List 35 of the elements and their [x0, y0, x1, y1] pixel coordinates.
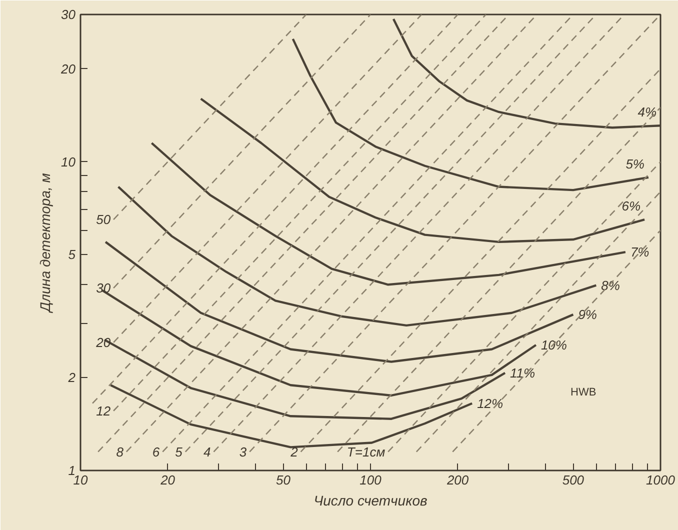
series-label: 50: [96, 212, 112, 228]
annotation: HWB: [570, 386, 596, 398]
y-tick-label: 30: [61, 7, 76, 22]
x-axis-title: Число счетчиков: [314, 492, 428, 508]
series-label: 9%: [578, 307, 597, 322]
series-label: 12%: [477, 396, 504, 411]
y-tick-label: 2: [67, 370, 76, 386]
x-tick-label: 50: [276, 472, 292, 488]
y-tick-label: 1: [68, 463, 76, 478]
series-label: 7%: [630, 244, 650, 260]
x-tick-label: 1000: [646, 472, 676, 488]
series-label: 4: [203, 444, 211, 460]
series-label: 12: [96, 403, 112, 418]
x-tick-label: 100: [360, 472, 382, 488]
series-label: 2: [290, 444, 299, 460]
y-tick-label: 5: [68, 247, 76, 262]
x-tick-label: 200: [446, 472, 470, 488]
series-label: 5: [175, 444, 184, 460]
y-tick-label: 20: [60, 61, 76, 76]
series-label: 10%: [540, 338, 567, 352]
y-tick-label: 10: [61, 154, 76, 170]
series-label: 30: [96, 280, 112, 296]
series-label: 4%: [638, 104, 657, 120]
series-label: 3: [239, 444, 248, 460]
x-tick-label: 500: [562, 472, 585, 488]
series-label: 5%: [626, 156, 644, 172]
series-label: 6: [152, 444, 160, 460]
y-axis-title: Длина детектора, м: [37, 172, 54, 314]
series-label: 11%: [510, 365, 536, 380]
series-label: 20: [95, 334, 112, 350]
series-label: 6%: [622, 198, 641, 214]
x-tick-label: 20: [160, 472, 176, 488]
series-label: 8: [116, 444, 124, 460]
series-label: T=1см: [346, 444, 386, 460]
series-label: 8%: [601, 278, 620, 293]
